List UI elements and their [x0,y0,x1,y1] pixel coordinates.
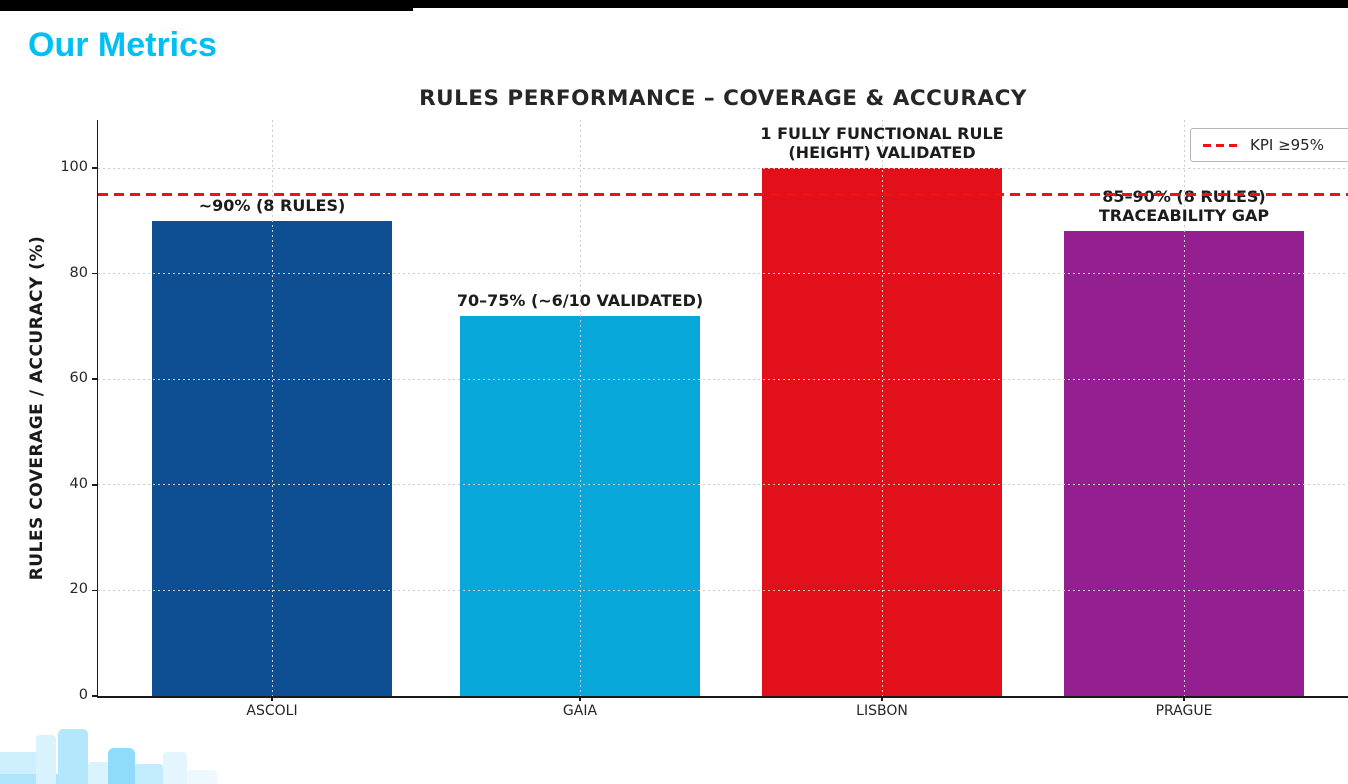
annotation-gaia: 70–75% (~6/10 VALIDATED) [456,290,704,310]
skyline-block [88,762,110,784]
y-tick-mark [92,272,98,275]
chart-title: RULES PERFORMANCE – COVERAGE & ACCURACY [419,86,1027,111]
y-tick-mark [92,167,98,169]
legend: KPI ≥95% [1190,128,1348,162]
y-gridline [98,167,1348,169]
y-tick-mark [92,484,98,486]
skyline-block [187,770,217,784]
skyline-block [0,752,46,784]
skyline-block [36,735,56,784]
y-tick-label: 0 [78,687,88,703]
y-tick-mark [92,695,98,697]
y-gridline [98,484,1348,486]
top-decor-bar-left [0,0,413,11]
skyline-block [163,752,187,784]
y-tick-label: 20 [69,581,88,598]
skyline-block [58,729,88,784]
skyline-block [0,774,62,784]
kpi-dashed-line-icon [1203,143,1239,147]
y-gridline [98,273,1348,275]
annotation-ascoli: ~90% (8 RULES) [198,195,346,215]
y-tick-label: 80 [69,264,88,281]
y-gridline [98,378,1348,380]
skyline-block [135,764,163,784]
x-tick-label: GAIA [562,703,598,719]
x-tick-mark [271,696,273,701]
skyline-block [108,748,135,784]
legend-label: KPI ≥95% [1250,136,1324,154]
x-tick-mark [579,696,581,701]
x-tick-label: ASCOLI [246,703,298,719]
x-gridline [271,120,273,696]
x-axis-spine [96,696,1348,698]
y-tick-mark [92,378,98,380]
y-gridline [98,589,1348,591]
x-tick-mark [881,696,883,701]
y-tick-mark [92,589,98,592]
annotation-prague: 85–90% (8 RULES) TRACEABILITY GAP [1098,187,1270,226]
kpi-reference-line [98,192,1348,196]
y-tick-label: 60 [69,370,88,387]
x-tick-label: LISBON [856,703,908,719]
x-gridline [1183,120,1185,696]
x-tick-label: PRAGUE [1155,703,1213,719]
x-tick-mark [1183,696,1185,701]
x-gridline [881,120,883,696]
y-tick-label: 40 [69,475,88,492]
y-tick-label: 100 [60,159,88,175]
x-gridline [579,120,581,696]
y-axis-spine [96,120,98,698]
page-title: Our Metrics [28,26,217,64]
annotation-lisbon: 1 FULLY FUNCTIONAL RULE (HEIGHT) VALIDATE… [760,124,1004,162]
top-decor-bar-right [391,0,1348,8]
